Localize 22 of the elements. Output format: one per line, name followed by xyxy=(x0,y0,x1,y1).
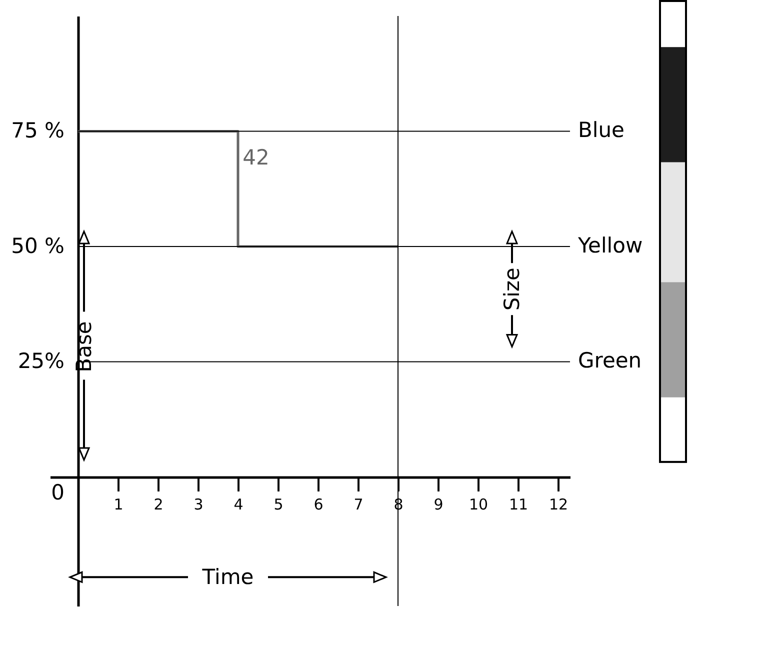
x-tick-label: 6 xyxy=(314,495,324,514)
y-tick-label: 0 xyxy=(51,480,64,504)
ref-line-label: Yellow xyxy=(577,233,643,258)
ref-line-label: Blue xyxy=(578,118,624,142)
x-tick-label: 12 xyxy=(548,495,568,514)
x-tick-label: 3 xyxy=(194,495,204,514)
x-tick-label: 5 xyxy=(274,495,284,514)
annotation: 42 xyxy=(242,146,270,170)
y-tick-label: 25% xyxy=(18,349,64,374)
x-tick-label: 11 xyxy=(508,495,528,514)
ref-line-label: Green xyxy=(578,348,642,373)
x-tick-label: 9 xyxy=(434,495,444,514)
x-tick-label: 7 xyxy=(354,495,364,514)
y-tick-label: 50 % xyxy=(11,234,64,258)
annotation: Base xyxy=(72,321,96,372)
x-tick-label: 4 xyxy=(234,495,244,514)
x-tick-label: 10 xyxy=(468,495,488,514)
annotation: Size xyxy=(500,268,524,311)
x-tick-label: 1 xyxy=(114,495,124,514)
x-tick-label: 2 xyxy=(154,495,164,514)
annotation: Time xyxy=(201,565,254,590)
y-tick-label: 75 % xyxy=(11,118,64,143)
